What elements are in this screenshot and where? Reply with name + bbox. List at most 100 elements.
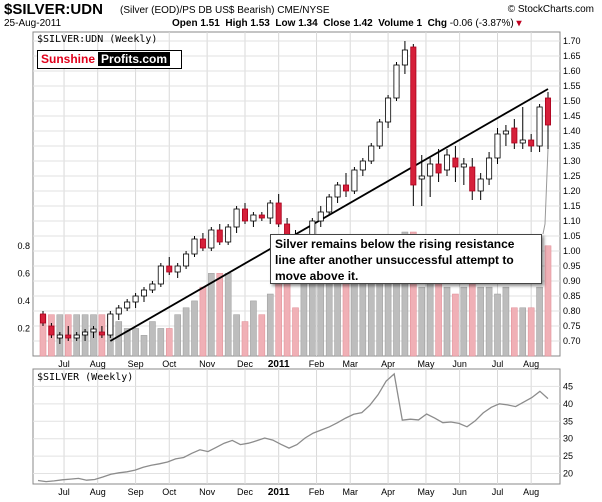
chg-value: -0.06 (-3.87%) <box>449 18 514 29</box>
candle-body <box>317 211 324 222</box>
watermark: © StockCharts.com <box>507 4 594 15</box>
volume-bar <box>376 279 383 357</box>
x-tick-label: Mar <box>342 359 358 369</box>
candle-body <box>536 106 543 147</box>
price-tick-label: 1.65 <box>563 51 581 61</box>
volume-bar <box>258 314 266 357</box>
candle-body <box>469 166 476 192</box>
x-tick-label: May <box>417 359 435 369</box>
volume-bar <box>157 328 165 357</box>
candle-body <box>225 226 232 243</box>
x-tick-label: Jul <box>492 359 504 369</box>
candle-body <box>486 157 493 180</box>
volume-bar <box>468 279 476 357</box>
price-tick-label: 1.50 <box>563 96 581 106</box>
x-tick-label: Apr <box>381 487 395 497</box>
volume-bar <box>477 286 484 357</box>
price-tick-label: 1.35 <box>563 141 581 151</box>
volume-bar <box>485 286 493 357</box>
candle-body <box>39 313 47 324</box>
candle-body <box>107 313 114 336</box>
ticker-symbol: $SILVER:UDN <box>4 1 103 18</box>
price-tick-label: 1.10 <box>563 216 581 226</box>
silver-tick-label: 25 <box>563 451 573 461</box>
candle-body <box>174 265 181 273</box>
candle-body <box>191 238 198 255</box>
volume-bar <box>511 307 518 357</box>
silver-panel-frame <box>32 368 561 485</box>
price-tick-label: 1.30 <box>563 156 581 166</box>
price-tick-label: 1.20 <box>563 186 581 196</box>
candle-body <box>519 139 526 144</box>
volume-bar <box>132 328 139 357</box>
ohlc-readout: Open 1.51 High 1.53 Low 1.34 Close 1.42 … <box>172 18 522 29</box>
price-tick-label: 0.80 <box>563 306 581 316</box>
x-tick-label: Jun <box>452 359 467 369</box>
x-tick-label: Nov <box>199 487 216 497</box>
x-tick-label: Jul <box>58 487 70 497</box>
close-label: Close <box>323 18 351 29</box>
chart-date: 25-Aug-2011 <box>4 18 62 29</box>
close-value: 1.42 <box>353 18 373 29</box>
candle-body <box>401 49 408 66</box>
silver-tick-label: 35 <box>563 416 573 426</box>
price-tick-label: 1.25 <box>563 171 581 181</box>
volume-bar <box>317 279 325 357</box>
volume-bar <box>191 300 198 357</box>
candle-body <box>494 133 501 159</box>
candle-body <box>351 169 358 192</box>
price-tick-label: 0.90 <box>563 276 581 286</box>
x-tick-label: 2011 <box>268 359 290 370</box>
candle-body <box>199 238 206 249</box>
candle-body <box>124 301 131 309</box>
candle-body <box>233 208 240 228</box>
volume-bar <box>241 321 249 357</box>
candle-body <box>208 229 215 249</box>
volume-bar <box>165 328 173 357</box>
candle-body <box>418 175 425 180</box>
candle-body <box>376 121 383 147</box>
ticker-description: (Silver (EOD)/PS DB US$ Bearish) CME/NYS… <box>120 5 330 16</box>
candle-body <box>443 154 451 171</box>
price-tick-label: 0.70 <box>563 336 581 346</box>
silver-tick-label: 20 <box>563 469 573 479</box>
candle-body <box>410 46 417 186</box>
candle-body <box>90 328 97 333</box>
volume-bar <box>199 286 207 357</box>
volume-bar <box>418 286 426 357</box>
x-tick-label: Oct <box>162 487 177 497</box>
volume-bar <box>115 321 123 357</box>
high-label: High <box>225 18 248 29</box>
price-tick-label: 1.55 <box>563 81 581 91</box>
price-tick-label: 1.45 <box>563 111 581 121</box>
x-tick-label: 2011 <box>268 487 290 498</box>
annotation-box: Silver remains below the rising resistan… <box>270 234 542 284</box>
volume-label: Volume <box>378 18 414 29</box>
down-arrow-icon: ▾ <box>516 18 522 29</box>
candle-body <box>183 253 190 267</box>
volume-bar <box>351 279 358 357</box>
volume-bar <box>123 328 131 357</box>
price-tick-label: 0.75 <box>563 321 581 331</box>
x-tick-label: Feb <box>309 359 325 369</box>
candle-body <box>267 202 274 219</box>
price-tick-label: 1.05 <box>563 231 581 241</box>
candle-body <box>73 334 80 339</box>
candle-body <box>82 331 89 336</box>
candle-body <box>326 196 333 213</box>
candle-body <box>98 331 105 336</box>
candle-body <box>368 145 375 162</box>
price-tick-label: 0.95 <box>563 261 581 271</box>
volume-bar <box>460 286 468 357</box>
candle-body <box>452 157 459 168</box>
x-tick-label: Oct <box>162 359 177 369</box>
candle-body <box>460 163 467 168</box>
volume-bar <box>233 314 240 357</box>
price-tick-label: 1.70 <box>563 36 581 46</box>
x-tick-label: May <box>417 487 435 497</box>
silver-panel-title: $SILVER (Weekly) <box>37 372 133 383</box>
candle-body <box>115 307 122 315</box>
candle-body <box>385 97 392 123</box>
volume-bar <box>384 273 392 357</box>
candle-body <box>250 214 257 222</box>
